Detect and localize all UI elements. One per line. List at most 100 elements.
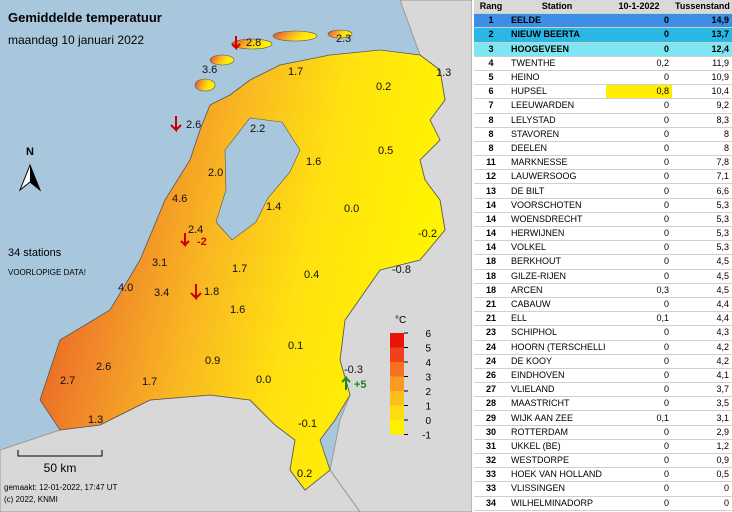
table-cell: 0: [606, 183, 672, 199]
station-value: 4.6: [172, 193, 187, 205]
table-cell: 4,5: [672, 254, 732, 270]
table-row: 18 BERKHOUT 0 4,5: [474, 254, 732, 270]
table-cell: 0: [606, 254, 672, 270]
table-cell: 12: [474, 169, 508, 185]
table-row: 21 ELL 0,1 4,4: [474, 311, 732, 327]
table-row: 33 VLISSINGEN 0 0: [474, 481, 732, 497]
table-cell: 4,4: [672, 311, 732, 327]
station-value: 1.7: [142, 376, 157, 388]
station-value: 0.2: [297, 468, 312, 480]
table-cell: VOORSCHOTEN: [508, 198, 606, 213]
table-cell: 14: [474, 212, 508, 228]
legend-swatch: [390, 405, 404, 420]
legend-swatch: [390, 362, 404, 377]
table-cell: 8: [672, 127, 732, 142]
station-value: 1.4: [266, 201, 281, 213]
table-cell: 2: [474, 27, 508, 43]
table-row: 29 WIJK AAN ZEE 0,1 3,1: [474, 410, 732, 426]
table-cell: 0: [606, 70, 672, 86]
ijsselmeer: [215, 117, 301, 241]
table-cell: 0: [606, 467, 672, 483]
table-cell: 10,9: [672, 70, 732, 86]
table-cell: 10,4: [672, 84, 732, 100]
table-cell: 0,5: [672, 467, 732, 483]
station-value: 0.1: [288, 340, 303, 352]
table-row: 2 NIEUW BEERTA 0 13,7: [474, 27, 732, 43]
map: N Gemiddelde temperatuur maandag 10 janu…: [0, 0, 472, 512]
table-cell: 0: [606, 113, 672, 128]
station-value: 0.2: [376, 81, 391, 93]
table-cell: 33: [474, 467, 508, 483]
map-subtitle: maandag 10 januari 2022: [8, 33, 144, 47]
table-cell: 27: [474, 382, 508, 398]
table-cell: 28: [474, 396, 508, 412]
table-row: 28 MAASTRICHT 0 3,5: [474, 396, 732, 412]
table-cell: 0: [606, 382, 672, 398]
legend-tick-label: 4: [425, 358, 431, 369]
legend-swatch: [390, 333, 404, 348]
table-cell: 1,2: [672, 439, 732, 455]
legend: 6 5 4 3 2 1 0 -1: [390, 329, 431, 442]
table-row: 13 DE BILT 0 6,6: [474, 183, 732, 199]
station-value: 2.8: [246, 37, 261, 49]
table-cell: 6,6: [672, 183, 732, 199]
table-row: 4 TWENTHE 0,2 11,9: [474, 56, 732, 71]
legend-swatch: [390, 347, 404, 362]
table-cell: 33: [474, 481, 508, 497]
station-value: 2.6: [96, 361, 111, 373]
table-cell: 0,1: [606, 410, 672, 426]
station-value: 1.3: [436, 67, 451, 79]
table-cell: 5,3: [672, 198, 732, 213]
station-value: 2.2: [250, 123, 265, 135]
table-cell: 0: [606, 340, 672, 355]
table-cell: 0: [606, 141, 672, 157]
table-cell: 0: [606, 169, 672, 185]
table-cell: 0: [606, 368, 672, 384]
map-title: Gemiddelde temperatuur: [8, 10, 162, 25]
table-cell: 0,9: [672, 453, 732, 469]
table-cell: 0: [672, 481, 732, 497]
table-row: 23 SCHIPHOL 0 4,3: [474, 325, 732, 341]
station-value: -2: [197, 236, 207, 248]
table-cell: VOLKEL: [508, 240, 606, 256]
table-cell: BERKHOUT: [508, 254, 606, 270]
table-cell: 18: [474, 283, 508, 298]
table-cell: HUPSEL: [508, 84, 606, 100]
table-row: 31 UKKEL (BE) 0 1,2: [474, 439, 732, 455]
table-cell: 0,1: [606, 311, 672, 327]
table-cell: 30: [474, 425, 508, 440]
station-value: 0.5: [378, 145, 393, 157]
table-header: Rang Station 10-1-2022 Tussenstand: [474, 0, 732, 15]
table-cell: MARKNESSE: [508, 155, 606, 171]
map-labels: 2.8 2.3 3.6 1.7 1.3 0.2 2.6 2.2 1.6 0.5 2.0 4.6 1.4 0…: [60, 33, 451, 480]
station-value: 2.7: [60, 375, 75, 387]
table-cell: 0: [606, 453, 672, 469]
table-cell: LAUWERSOOG: [508, 169, 606, 185]
table-cell: 5,3: [672, 226, 732, 242]
table-cell: 0: [606, 198, 672, 213]
table-cell: 21: [474, 311, 508, 327]
station-value: 1.6: [306, 156, 321, 168]
table-cell: LEEUWARDEN: [508, 98, 606, 114]
table-cell: UKKEL (BE): [508, 439, 606, 455]
table-cell: 11: [474, 155, 508, 171]
station-value: 2.3: [336, 33, 351, 45]
station-value: -0.8: [392, 264, 411, 276]
table-cell: 0: [606, 354, 672, 369]
table-cell: ROTTERDAM: [508, 425, 606, 440]
table-cell: NIEUW BEERTA: [508, 27, 606, 43]
table-cell: 32: [474, 453, 508, 469]
table-cell: 11,9: [672, 56, 732, 71]
table-row: 32 WESTDORPE 0 0,9: [474, 453, 732, 469]
table-cell: 3,5: [672, 396, 732, 412]
table-cell: ARCEN: [508, 283, 606, 298]
table-cell: 12,4: [672, 42, 732, 57]
table-cell: EELDE: [508, 13, 606, 29]
table-cell: 0,8: [606, 84, 672, 100]
station-value: 1.7: [288, 66, 303, 78]
table-cell: 8: [474, 113, 508, 128]
table-row: 18 GILZE-RIJEN 0 4,5: [474, 269, 732, 284]
table-cell: 3,7: [672, 382, 732, 398]
station-value: 0.0: [344, 203, 359, 215]
